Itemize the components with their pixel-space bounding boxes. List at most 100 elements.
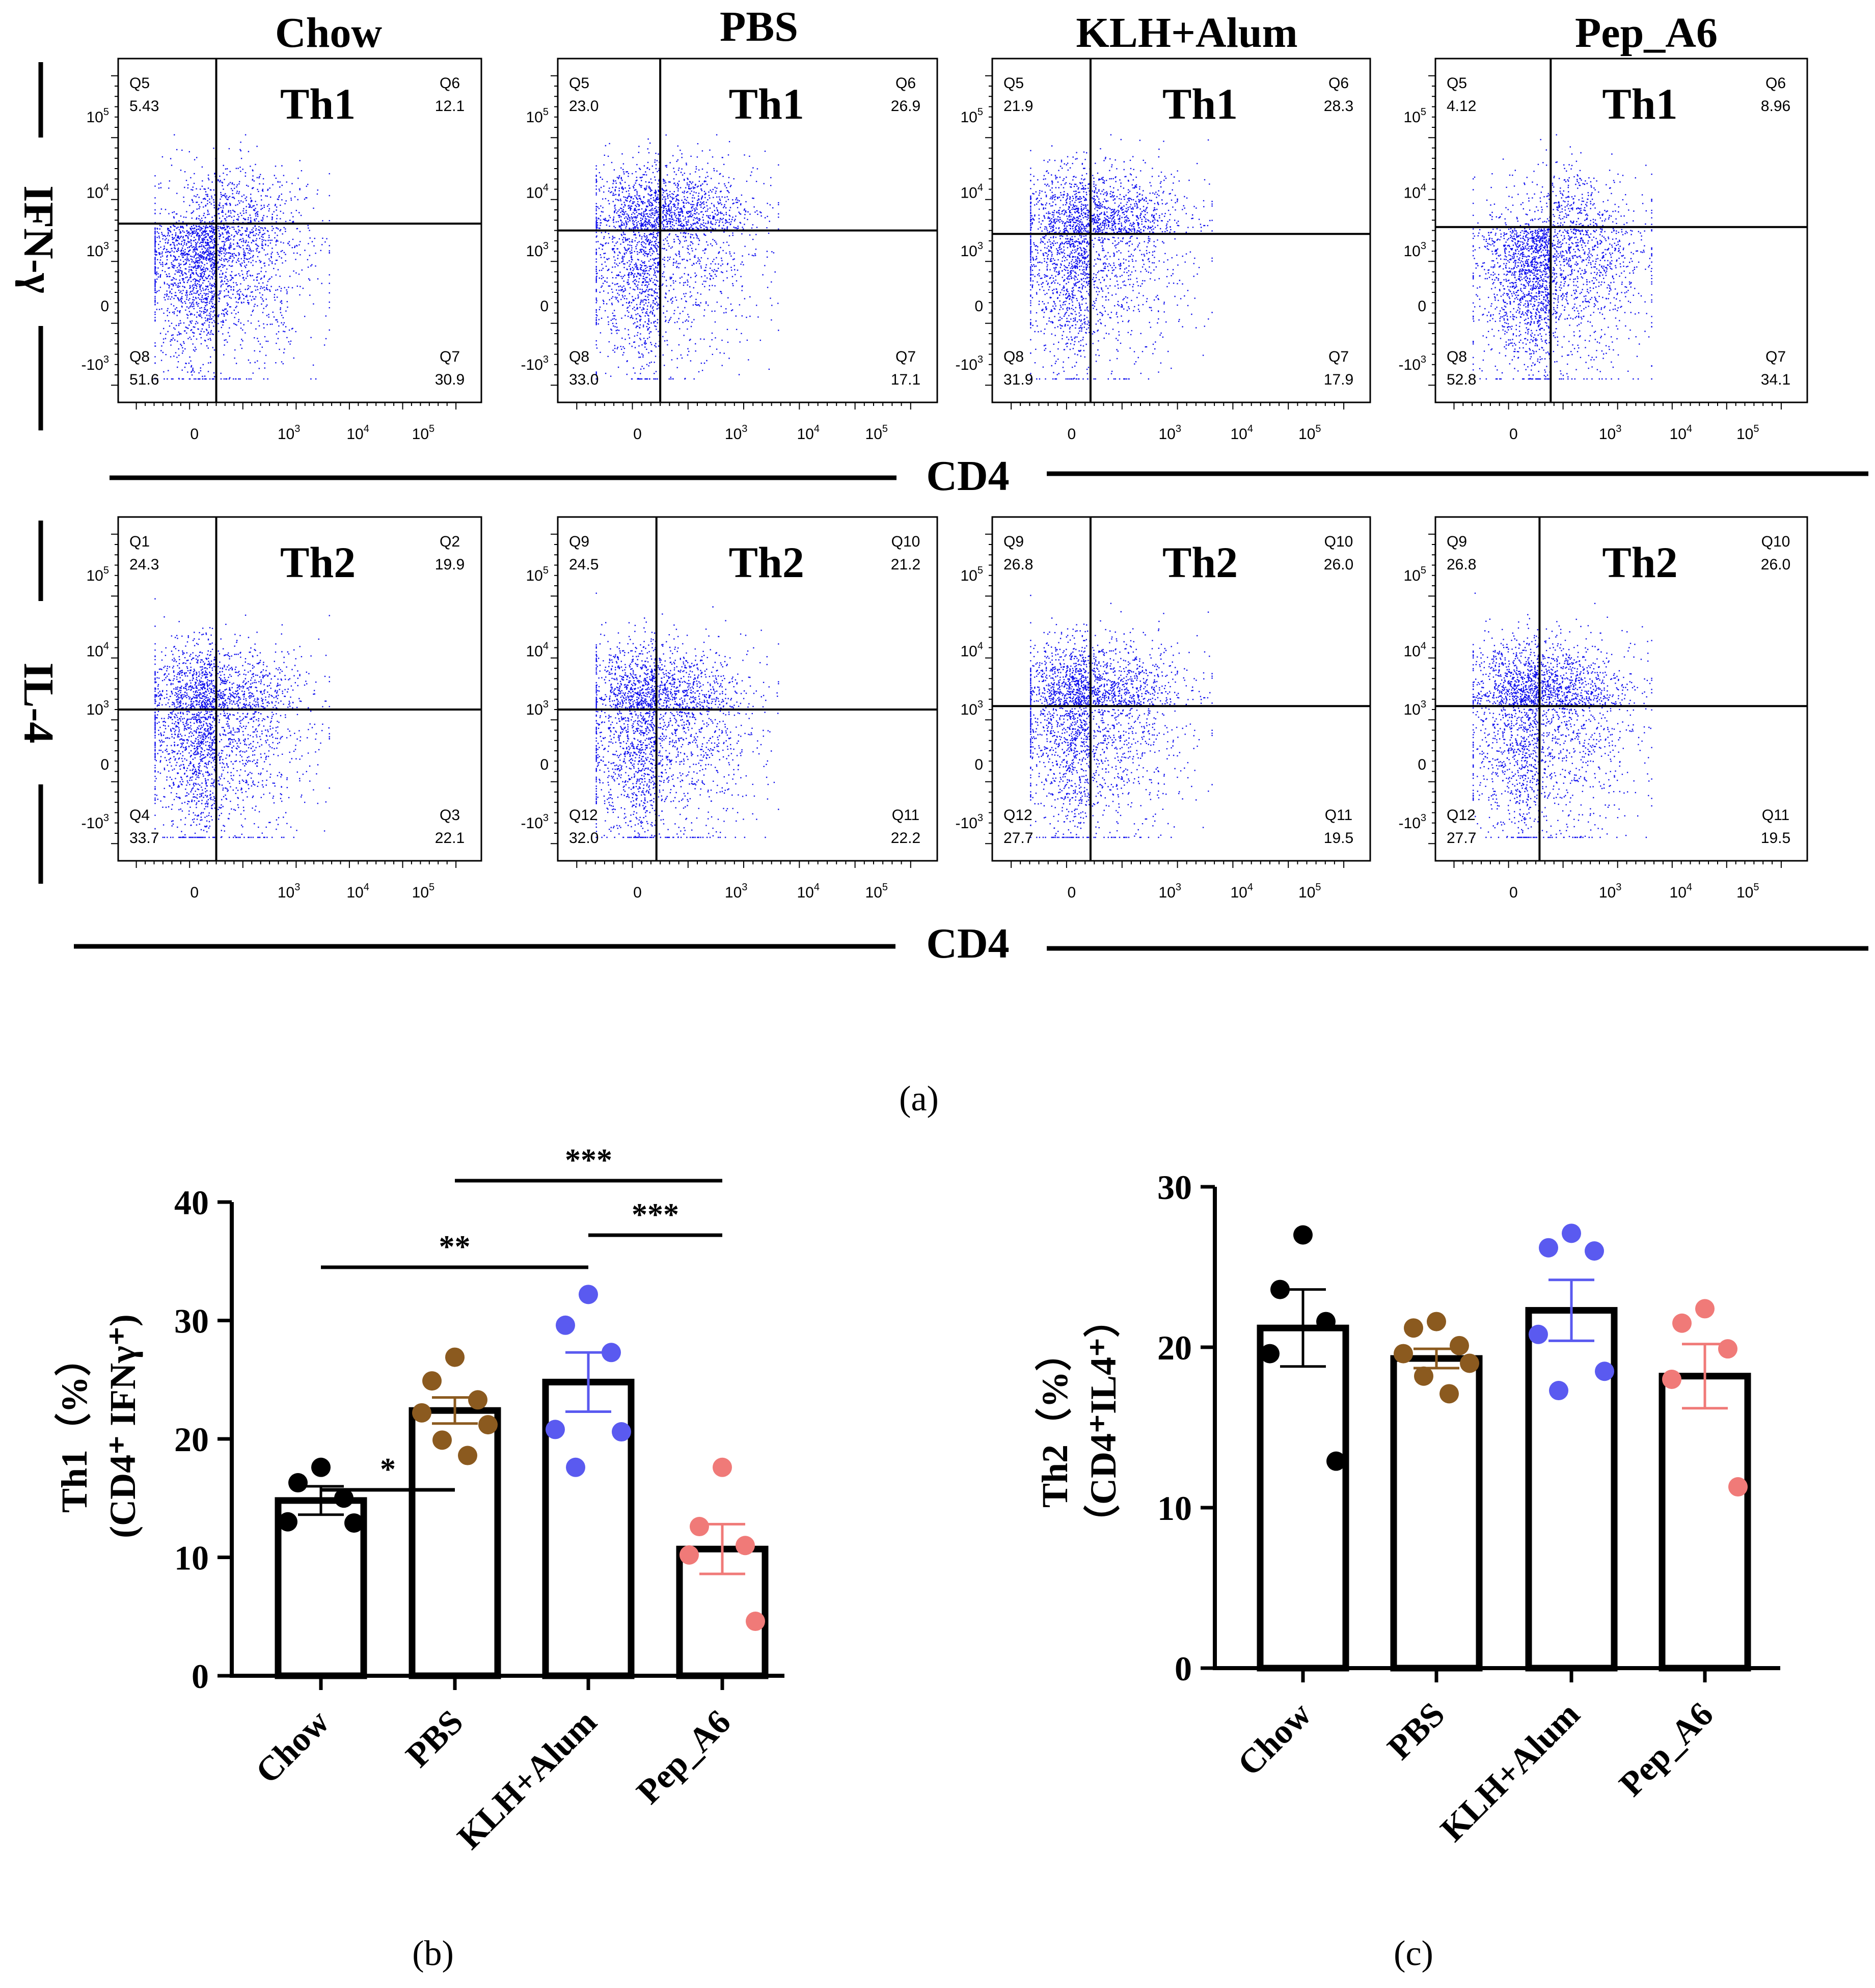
- data-point: [612, 1422, 631, 1442]
- column-header: Chow: [275, 9, 382, 57]
- x-axis-ticks: [1453, 402, 1782, 410]
- y-tick-label: 20: [174, 1420, 209, 1459]
- event-dots: [154, 598, 330, 838]
- quadrant-value: 17.1: [891, 371, 920, 388]
- y-tick-label: 40: [174, 1183, 209, 1222]
- quadrant-value: 26.8: [1003, 556, 1033, 573]
- data-point: [1562, 1223, 1581, 1243]
- quadrant-value: 19.5: [1324, 830, 1353, 847]
- y-tick-label: 104: [87, 182, 110, 201]
- quadrant-name: Q8: [1003, 348, 1024, 365]
- data-point: [1439, 1384, 1459, 1404]
- y-tick-label: 0: [540, 298, 549, 315]
- quadrant-value: 32.0: [569, 830, 599, 847]
- x-tick-label: 0: [1067, 426, 1076, 443]
- quadrant-name: Q1: [129, 533, 150, 550]
- data-point: [288, 1473, 308, 1493]
- data-point: [690, 1517, 709, 1537]
- y-axis-ticks: [551, 533, 558, 845]
- x-axis-ticks: [576, 402, 911, 410]
- quadrant-name: Q5: [1447, 75, 1467, 92]
- quadrant-value: 27.7: [1447, 830, 1476, 847]
- quadrant-value: 19.5: [1761, 830, 1790, 847]
- x-axis-ticks: [135, 861, 457, 868]
- data-point: [1414, 1366, 1433, 1386]
- quadrant-name: Q7: [440, 348, 460, 365]
- x-axis-title-cd4: CD4: [926, 452, 1009, 500]
- quadrant-name: Q5: [129, 75, 150, 92]
- plot-frame: [557, 516, 938, 862]
- x-tick-label: 0: [190, 884, 199, 901]
- data-point: [1672, 1313, 1692, 1333]
- y-tick-label: -103: [1399, 812, 1426, 832]
- column-header: PBS: [720, 3, 798, 50]
- data-point: [458, 1446, 477, 1465]
- row-axis-label-ifn: IFN-γ: [15, 185, 62, 293]
- quadrant-value: 22.2: [891, 830, 920, 847]
- quadrant-value: 5.43: [129, 98, 159, 115]
- quadrant-value: 28.3: [1324, 98, 1353, 115]
- population-label: Th1: [280, 79, 356, 128]
- y-axis-ticks: [1428, 75, 1435, 386]
- data-point: [556, 1315, 575, 1335]
- y-tick-label: 20: [1157, 1328, 1192, 1367]
- quadrant-name: Q6: [440, 75, 460, 92]
- quadrant-value: 33.7: [129, 830, 159, 847]
- quadrant-value: 24.3: [129, 556, 159, 573]
- data-point: [579, 1285, 598, 1304]
- data-point: [1404, 1318, 1423, 1338]
- data-point: [311, 1457, 331, 1477]
- y-tick-label: 0: [1418, 756, 1426, 773]
- panel-a-caption: (a): [899, 1079, 939, 1119]
- y-tick-label: 0: [192, 1657, 209, 1696]
- plot-frame: [991, 58, 1371, 403]
- data-point: [1293, 1225, 1313, 1245]
- data-point: [1270, 1279, 1290, 1299]
- significance-label: ***: [632, 1197, 679, 1232]
- event-dots: [595, 134, 779, 380]
- data-point: [468, 1390, 487, 1410]
- data-point: [1450, 1336, 1469, 1355]
- significance-label: ***: [565, 1143, 612, 1178]
- panel-a-flow-plots: Chow PBS KLH+Alum Pep_A6 IFN-γ IL-4 CD4 …: [15, 3, 1868, 1119]
- y-axis-title-line1: Th1（%）: [54, 1340, 95, 1513]
- data-point: [1662, 1370, 1681, 1389]
- quadrant-name: Q4: [129, 807, 150, 824]
- quadrant-value: 26.8: [1447, 556, 1476, 573]
- data-point: [1427, 1312, 1446, 1331]
- quadrant-name: Q5: [1003, 75, 1024, 92]
- quadrant-value: 26.9: [891, 98, 920, 115]
- data-point: [680, 1545, 699, 1565]
- data-point: [1718, 1339, 1737, 1359]
- data-point: [713, 1457, 732, 1477]
- data-point: [1529, 1324, 1548, 1344]
- x-axis-ticks: [576, 861, 911, 868]
- data-point: [746, 1612, 765, 1631]
- y-tick-label: 0: [1175, 1649, 1192, 1688]
- data-point: [1539, 1238, 1558, 1258]
- population-label: Th2: [729, 538, 804, 587]
- quadrant-value: 26.0: [1761, 556, 1790, 573]
- significance-label: *: [380, 1452, 396, 1487]
- data-point: [736, 1536, 755, 1556]
- y-tick-label: 0: [974, 298, 983, 315]
- population-label: Th2: [1602, 538, 1677, 587]
- y-tick-label: 0: [100, 298, 109, 315]
- panel-c-caption: (c): [1394, 1934, 1433, 1973]
- quadrant-name: Q6: [1765, 75, 1786, 92]
- quadrant-name: Q8: [569, 348, 589, 365]
- y-tick-label: 0: [1418, 298, 1426, 315]
- y-axis-ticks: [1428, 533, 1435, 845]
- y-tick-label: 30: [1157, 1168, 1192, 1207]
- y-tick-label: 30: [174, 1302, 209, 1341]
- data-point: [1595, 1361, 1614, 1381]
- data-point: [412, 1403, 431, 1423]
- plot-frame: [117, 516, 482, 862]
- quadrant-value: 51.6: [129, 371, 159, 388]
